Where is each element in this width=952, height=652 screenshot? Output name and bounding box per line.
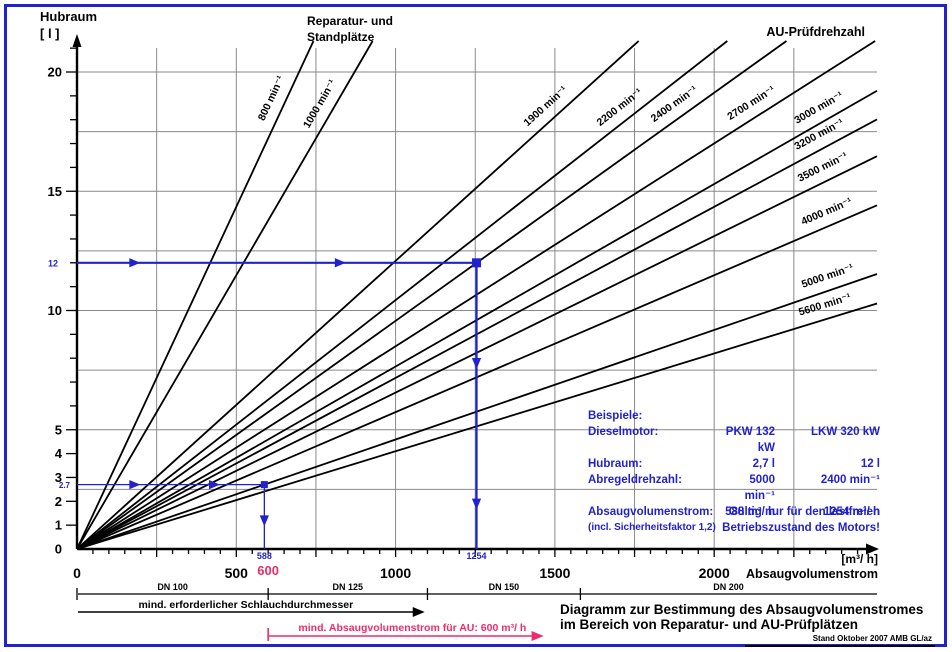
construction-arrow-icon (471, 357, 482, 369)
example-lkw-value: 12 l (860, 458, 880, 470)
rpm-line-label: 5000 min⁻¹ (800, 262, 855, 291)
construction-marker (472, 258, 482, 268)
y-tick-label: 15 (48, 184, 62, 199)
rpm-line-label: 2200 min⁻¹ (595, 86, 645, 129)
validity-line2: Betriebszustand des Motors! (722, 522, 880, 534)
x-axis-arrow-icon (866, 543, 879, 555)
example-lkw-value: LKW 320 kW (810, 426, 880, 438)
example-lkw-value: 2400 min⁻¹ (820, 474, 880, 486)
example-pkw-value: 5000 min⁻¹ (744, 474, 775, 502)
x-tick-label: 2000 (699, 565, 730, 581)
y-tick-label: 4 (55, 446, 63, 461)
y-axis-title: Hubraum (40, 9, 98, 24)
y-tick-label: 10 (48, 303, 62, 318)
construction-arrow-icon (334, 258, 346, 268)
rpm-line (76, 40, 728, 550)
construction-x-value-label: 588 (257, 551, 272, 561)
caption-line1: Diagramm zur Bestimmung des Absaugvolume… (560, 602, 924, 617)
x-tick-label: 1000 (380, 565, 411, 581)
y-tick-label: 0 (55, 542, 62, 557)
au-min-flow-x-label: 600 (257, 563, 279, 578)
y-tick-label: 5 (55, 422, 62, 437)
construction-arrow-icon (259, 515, 269, 527)
y-tick-label: 20 (48, 65, 62, 80)
safety-factor-note: (incl. Sicherheitsfaktor 1,2) (588, 522, 716, 533)
rpm-line (76, 40, 640, 550)
caption-line2: im Bereich von Reparatur- und AU-Prüfplä… (560, 617, 859, 632)
y-tick-label: 2 (55, 494, 62, 509)
dn-segment-label: DN 200 (713, 582, 744, 592)
rpm-line (76, 40, 374, 550)
example-pkw-value: 588 m³/ h (725, 506, 775, 518)
x-tick-label: 500 (225, 565, 249, 581)
example-row-engine: Dieselmotor: PKW 132 kW LKW 320 kW (588, 424, 880, 456)
group-label-au-test-rpm: AU-Prüfdrehzahl (766, 25, 865, 39)
x-tick-label: 1500 (539, 565, 570, 581)
stamp-underline (745, 645, 935, 647)
construction-y-value-label: 12 (48, 258, 58, 268)
construction-x-value-label: 1254 (467, 551, 487, 561)
diagram-caption: Diagramm zur Bestimmung des Absaugvolume… (560, 602, 923, 632)
validity-line1: Gültig nur für den lastfreien (728, 506, 880, 518)
construction-arrow-icon (129, 258, 141, 268)
x-axis-title: Absaugvolumenstrom (746, 567, 878, 581)
construction-arrow-icon (471, 498, 482, 510)
y-tick-label: 3 (55, 470, 62, 485)
dn-segment-label: DN 100 (157, 582, 188, 592)
x-axis-unit: [m³/ h] (841, 552, 878, 566)
rpm-line-label: 2700 min⁻¹ (725, 83, 777, 122)
hose-arrow-icon (412, 606, 425, 618)
rpm-line-label: 1900 min⁻¹ (521, 83, 569, 128)
page-border (4, 4, 947, 647)
au-arrow-label: mind. Absaugvolumenstrom für AU: 600 m³/… (298, 622, 526, 634)
construction-arrow-icon (208, 479, 220, 490)
group-label-repair-stand: Reparatur- und Standplätze (307, 14, 394, 44)
rpm-line (76, 40, 787, 550)
example-row-label: Absaugvolumenstrom: (588, 506, 714, 518)
hose-arrow-label: mind. erforderlicher Schlauchdurchmesser (138, 599, 353, 611)
example-row-label: Hubraum: (588, 458, 643, 470)
rpm-line-label: 800 min⁻¹ (256, 73, 287, 122)
rpm-line-label: 4000 min⁻¹ (799, 195, 854, 228)
examples-title: Beispiele: (588, 410, 643, 422)
example-pkw-value: PKW 132 kW (725, 426, 775, 454)
rpm-line (76, 40, 315, 550)
x-tick-label: 0 (73, 565, 81, 581)
example-pkw-value: 2,7 l (752, 458, 775, 470)
y-tick-label: 1 (55, 518, 62, 533)
construction-arrow-icon (129, 479, 141, 490)
example-row-cutoff-rpm: Abregeldrehzahl: 5000 min⁻¹ 2400 min⁻¹ (588, 472, 880, 504)
revision-stamp: Stand Oktober 2007 AMB GL/az (812, 634, 932, 643)
example-row-flow: Absaugvolumenstrom: 588 m³/ h 1254 m³/ h (588, 504, 880, 520)
construction-marker (260, 481, 268, 489)
au-arrow-icon (531, 630, 544, 642)
example-lkw-value: 1254 m³/ h (823, 506, 880, 518)
validity-note: Gültig nur für den lastfreien Betriebszu… (722, 504, 880, 536)
dn-segment-label: DN 125 (333, 582, 364, 592)
y-axis-unit: [ l ] (40, 26, 60, 41)
example-row-label: Abregeldrehzahl: (588, 474, 682, 486)
rpm-line-label: 1000 min⁻¹ (301, 77, 339, 130)
construction-y-value-label: 2.7 (59, 481, 71, 490)
examples-panel: Beispiele: Dieselmotor: PKW 132 kW LKW 3… (588, 408, 880, 536)
example-row-label: Dieselmotor: (588, 426, 659, 438)
rpm-line-label: 3500 min⁻¹ (796, 150, 850, 185)
y-axis-arrow-icon (72, 34, 82, 47)
rpm-line-label: 2400 min⁻¹ (649, 83, 700, 124)
example-row-displacement: Hubraum: 2,7 l 12 l (588, 456, 880, 472)
dn-segment-label: DN 150 (489, 582, 520, 592)
